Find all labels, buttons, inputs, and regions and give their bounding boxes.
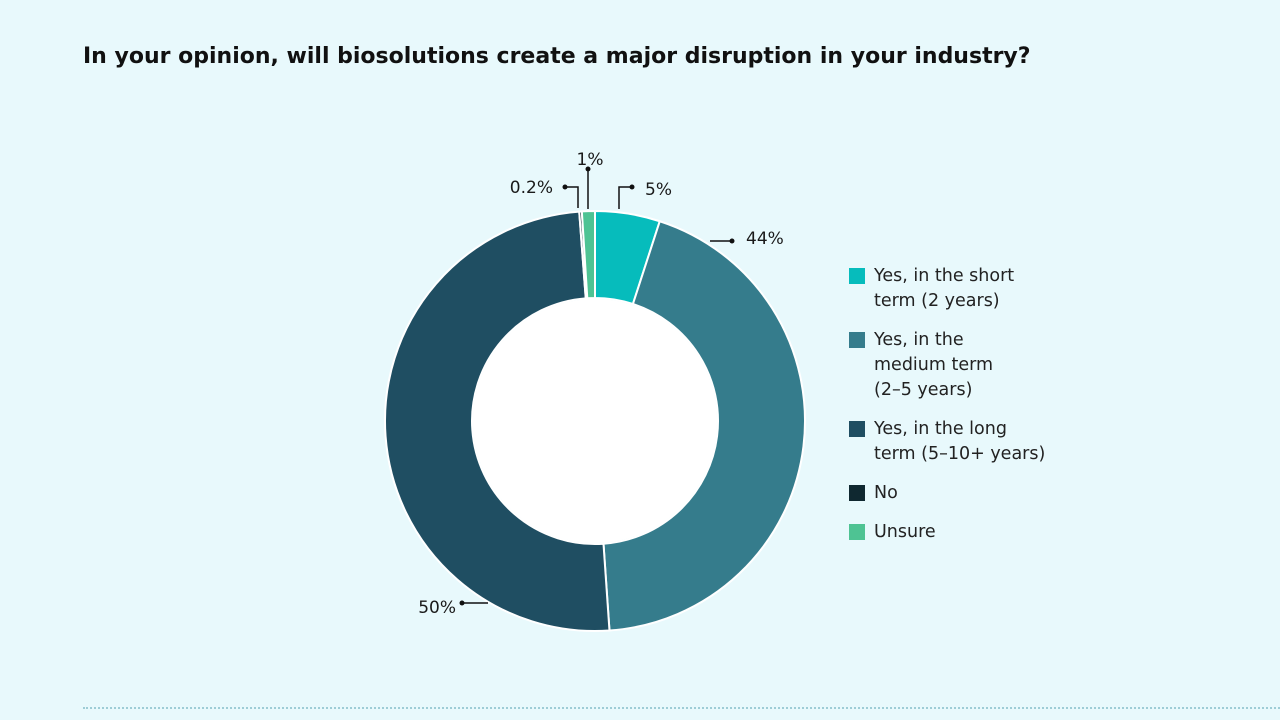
donut-hole xyxy=(473,299,717,543)
legend-swatch-no xyxy=(849,485,865,501)
legend-label-no: No xyxy=(874,483,898,503)
legend-swatch-medium-term xyxy=(849,332,865,348)
legend-label-short-term: Yes, in the short term (2 years) xyxy=(874,266,1015,311)
legend-swatch-short-term xyxy=(849,268,865,284)
leader-line-short-term xyxy=(618,186,632,209)
donut-slice-unsure xyxy=(580,209,596,300)
legend-swatch-unsure xyxy=(849,524,865,540)
leader-dot-no xyxy=(562,184,568,190)
leader-dot-short-term xyxy=(629,184,635,190)
leader-dot-medium-term xyxy=(729,238,735,244)
legend-label-long-term: Yes, in the long term (5–10+ years) xyxy=(874,419,1046,464)
legend-swatch-long-term xyxy=(849,421,865,437)
legend-item-no: No xyxy=(849,481,1074,506)
value-label-medium-term: 44% xyxy=(746,229,784,249)
legend-label-medium-term: Yes, in the medium term (2–5 years) xyxy=(874,330,994,400)
donut-slice-long-term xyxy=(383,210,611,632)
leader-dot-long-term xyxy=(459,600,465,606)
leader-line-no xyxy=(565,186,579,208)
legend-item-long-term: Yes, in the long term (5–10+ years) xyxy=(849,417,1074,467)
value-label-no: 0.2% xyxy=(510,178,553,198)
legend-item-short-term: Yes, in the short term (2 years) xyxy=(849,264,1074,314)
chart-title: In your opinion, will biosolutions creat… xyxy=(83,44,1031,69)
legend-label-unsure: Unsure xyxy=(874,522,936,542)
donut-slice-medium-term xyxy=(602,219,806,632)
legend-item-medium-term: Yes, in the medium term (2–5 years) xyxy=(849,328,1074,403)
bottom-divider xyxy=(83,707,1280,709)
value-label-long-term: 50% xyxy=(418,598,456,618)
leader-dot-unsure xyxy=(585,166,591,172)
legend: Yes, in the short term (2 years) Yes, in… xyxy=(849,264,1074,559)
value-label-short-term: 5% xyxy=(645,180,672,200)
legend-item-unsure: Unsure xyxy=(849,520,1074,545)
value-label-unsure: 1% xyxy=(577,150,604,170)
